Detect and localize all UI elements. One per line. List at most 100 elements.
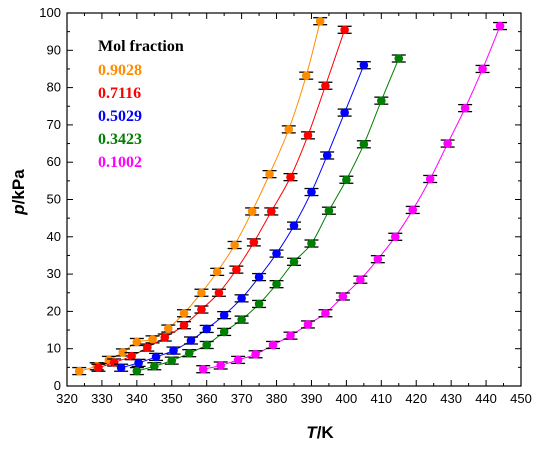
data-point: [460, 103, 470, 113]
data-point: [307, 239, 316, 248]
data-point: [443, 139, 452, 148]
data-point: [377, 96, 386, 105]
data-point: [167, 356, 177, 365]
data-point: [197, 305, 206, 314]
series-0.9028: [72, 16, 328, 376]
data-point: [338, 292, 348, 301]
data-point: [237, 294, 246, 303]
data-point: [163, 324, 173, 333]
data-point: [265, 169, 274, 179]
series-line: [136, 58, 400, 372]
y-tick-label: 10: [47, 341, 61, 356]
x-tick-label: 390: [301, 391, 323, 406]
x-tick-label: 340: [126, 391, 148, 406]
data-point: [303, 131, 313, 140]
data-point: [342, 175, 351, 185]
data-point: [478, 64, 487, 74]
x-axis-unit: /K: [317, 423, 335, 442]
data-point: [197, 288, 206, 298]
data-point: [272, 279, 281, 289]
data-point: [394, 54, 404, 63]
y-tick-label: 40: [47, 229, 61, 244]
data-point: [212, 267, 222, 277]
data-point: [127, 351, 136, 361]
x-tick-label: 350: [161, 391, 183, 406]
legend-entry: 0.1002: [98, 154, 142, 171]
data-point: [286, 331, 295, 340]
data-point: [324, 206, 334, 215]
data-point: [237, 315, 246, 324]
data-point: [219, 327, 229, 337]
data-point: [219, 310, 229, 320]
data-point: [148, 335, 157, 344]
data-point: [272, 249, 281, 258]
data-point: [230, 240, 239, 250]
x-tick-label: 450: [510, 391, 532, 406]
data-point: [495, 21, 505, 31]
data-point: [267, 207, 276, 216]
y-axis-title: p/kPa: [9, 169, 28, 216]
data-point: [359, 139, 369, 149]
data-point: [390, 232, 400, 242]
x-tick-label: 430: [440, 391, 462, 406]
y-axis-symbol: p: [9, 204, 28, 215]
x-axis-symbol: T: [306, 423, 318, 442]
x-axis-title: T/K: [306, 423, 334, 442]
data-point: [254, 272, 264, 282]
data-point: [179, 320, 189, 330]
legend-entry: 0.9028: [98, 62, 142, 79]
series-0.7116: [91, 25, 352, 373]
y-tick-label: 60: [47, 154, 61, 169]
data-point: [74, 366, 84, 376]
series-0.3423: [129, 54, 406, 376]
data-point: [247, 207, 257, 216]
data-point: [116, 363, 126, 373]
data-point: [150, 361, 159, 371]
ticks-layer: 320 330 340 350 360 370 380 390 400 410 420 430 440 4…: [39, 5, 532, 406]
data-point: [322, 151, 332, 160]
series-0.5029: [114, 60, 371, 373]
data-point: [233, 355, 243, 365]
data-point: [249, 238, 259, 247]
data-point: [198, 364, 208, 374]
data-point: [143, 343, 152, 352]
y-tick-label: 50: [47, 192, 61, 207]
y-tick-label: 70: [47, 117, 61, 132]
data-point: [202, 340, 211, 350]
data-point: [202, 324, 211, 334]
y-tick-label: 100: [39, 5, 61, 20]
data-point: [134, 358, 143, 368]
data-point: [186, 336, 196, 345]
data-point: [169, 346, 178, 355]
y-tick-label: 90: [47, 42, 61, 57]
legend-entry: 0.7116: [98, 85, 141, 102]
legend-entry: 0.3423: [98, 131, 142, 148]
data-point: [340, 108, 349, 117]
x-tick-label: 380: [266, 391, 288, 406]
x-tick-label: 400: [336, 391, 358, 406]
data-point: [268, 340, 278, 350]
data-point: [307, 187, 316, 197]
y-tick-label: 80: [47, 80, 61, 95]
x-tick-label: 320: [56, 391, 78, 406]
data-point: [179, 308, 189, 318]
data-point: [340, 25, 349, 35]
data-point: [118, 348, 128, 357]
data-point: [214, 288, 224, 298]
data-point: [373, 254, 383, 264]
data-point: [184, 348, 194, 358]
y-axis-unit: /kPa: [9, 169, 28, 205]
data-point: [286, 172, 295, 182]
data-point: [321, 81, 330, 91]
series-layer: [72, 16, 508, 376]
data-point: [151, 352, 161, 362]
x-tick-label: 440: [475, 391, 497, 406]
x-tick-label: 370: [231, 391, 253, 406]
x-tick-label: 330: [91, 391, 113, 406]
legend-entry: 0.5029: [98, 108, 142, 125]
data-point: [301, 71, 311, 80]
legend: Mol fraction 0.9028 0.7116 0.5029 0.3423 0.1…: [98, 38, 184, 171]
data-point: [284, 125, 294, 134]
data-point: [254, 299, 264, 309]
